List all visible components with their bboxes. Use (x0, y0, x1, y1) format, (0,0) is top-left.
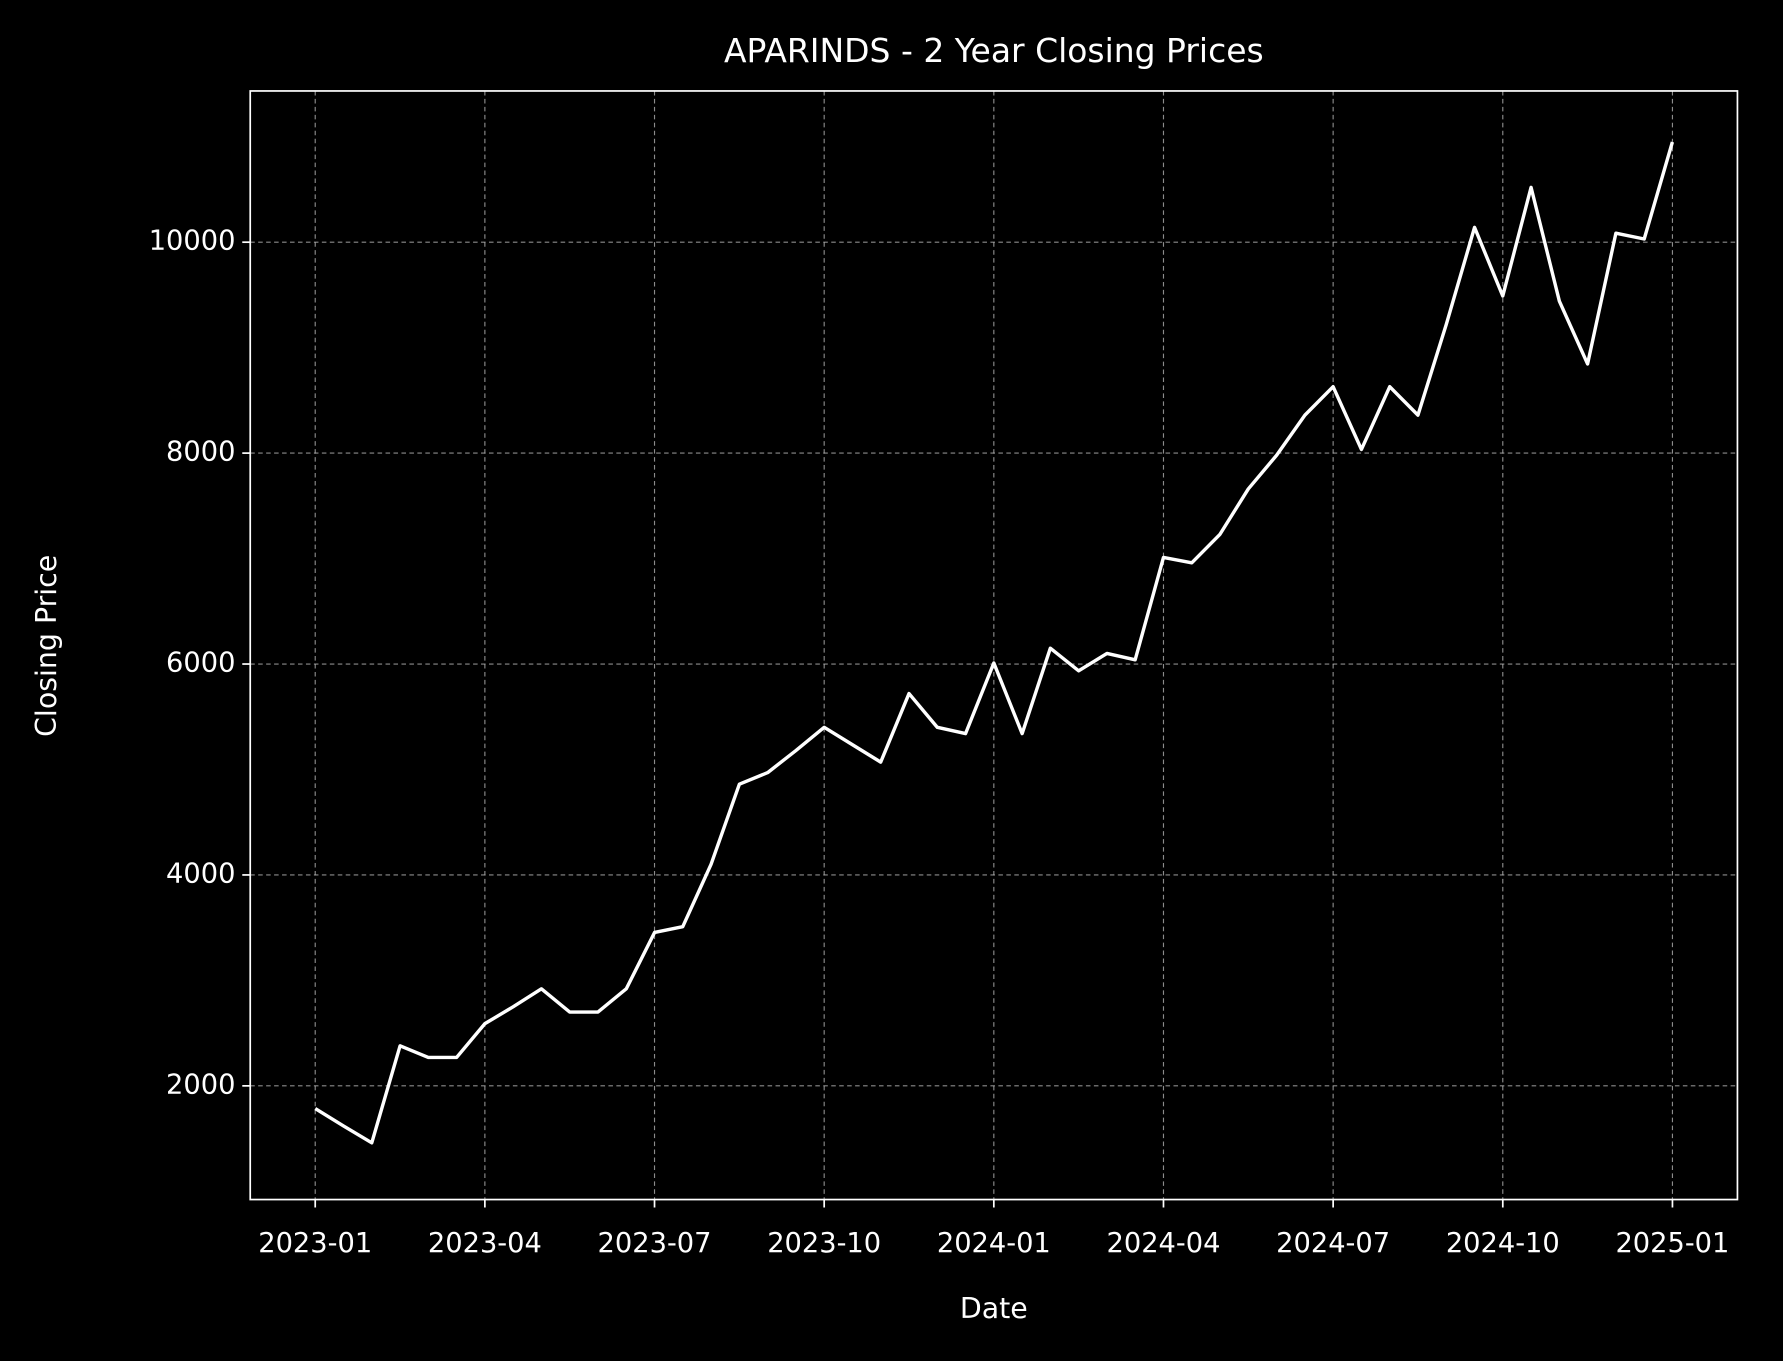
x-tick-label: 2024-04 (1107, 1228, 1221, 1259)
y-tick-label: 6000 (166, 648, 235, 679)
x-tick-label: 2023-01 (258, 1228, 372, 1259)
y-tick-label: 4000 (166, 858, 235, 889)
x-tick-label: 2024-10 (1446, 1228, 1560, 1259)
y-tick-label: 2000 (166, 1069, 235, 1100)
x-tick-label: 2025-01 (1615, 1228, 1729, 1259)
x-axis-label: Date (960, 1292, 1028, 1325)
x-tick-label: 2023-10 (767, 1228, 881, 1259)
y-axis-label: Closing Price (30, 555, 63, 737)
x-tick-label: 2024-07 (1276, 1228, 1390, 1259)
x-tick-label: 2023-07 (598, 1228, 712, 1259)
plot-frame (249, 90, 1739, 1201)
y-tick-label: 8000 (166, 437, 235, 468)
y-tick-label: 10000 (149, 226, 236, 257)
chart-title: APARINDS - 2 Year Closing Prices (724, 31, 1264, 70)
price-line (314, 141, 1675, 1145)
x-tick-label: 2023-04 (428, 1228, 542, 1259)
x-tick-label: 2024-01 (937, 1228, 1051, 1259)
